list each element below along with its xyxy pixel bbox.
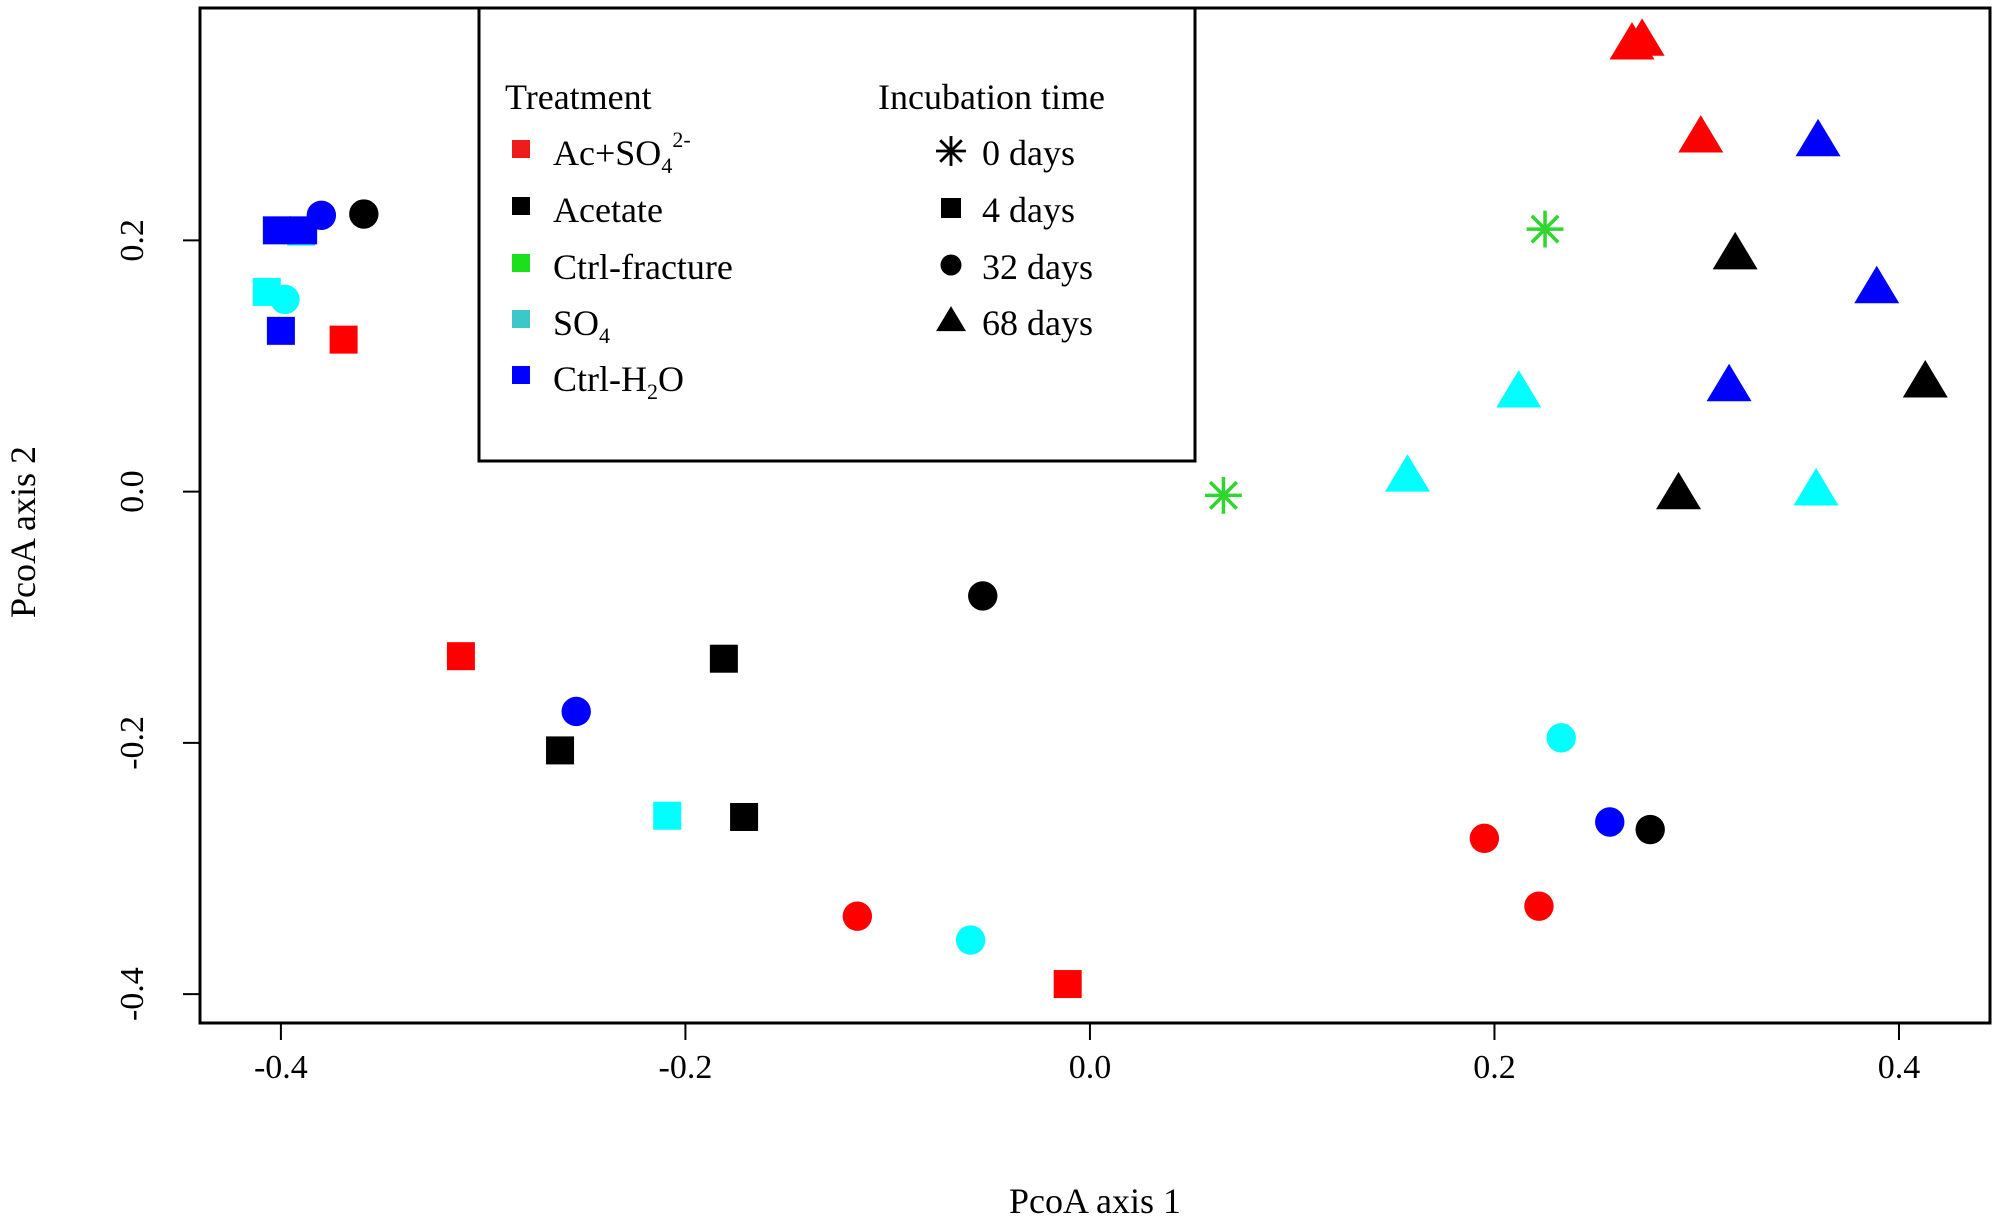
point-acetate-square [546, 736, 575, 765]
point-so4-square [653, 801, 682, 830]
legend-box [477, 6, 1197, 463]
legend-swatch-ctrlh2o [512, 366, 530, 384]
x-tick-label: -0.4 [254, 1049, 308, 1086]
y-tick-label: -0.4 [114, 967, 151, 1021]
legend-subscript: 4 [661, 153, 672, 178]
legend-times: 0 days 4 days 32 days 68 days [936, 133, 1093, 343]
legend-superscript: 2- [672, 127, 690, 152]
point-acetate-circle [349, 199, 379, 229]
point-acetate-triangle [1902, 360, 1948, 398]
point-so4-circle [270, 284, 300, 315]
x-tick-label: -0.2 [659, 1049, 713, 1086]
legend: Treatment Incubation time Ac+SO42-Acetat… [477, 6, 1197, 463]
star-stroke [1530, 214, 1560, 244]
point-acso4-square [329, 325, 358, 354]
point-so4-circle [955, 925, 986, 955]
point-acso4-triangle [1619, 18, 1665, 56]
legend-swatch-ctrlfrac [512, 254, 530, 272]
point-acetate-circle [968, 581, 998, 611]
point-acso4-square [1053, 970, 1082, 999]
y-tick-label: 0.0 [114, 470, 151, 513]
x-tick-label: 0.0 [1069, 1049, 1112, 1086]
data-points [252, 18, 1948, 999]
y-tick-label: 0.2 [114, 219, 151, 262]
point-so4-triangle [1793, 468, 1839, 506]
x-tick-label: 0.4 [1878, 1049, 1921, 1086]
point-ctrlh2o-triangle [1795, 118, 1841, 157]
legend-label-ctrlfrac: Ctrl-fracture [553, 247, 733, 287]
point-ctrlfrac-star [1526, 210, 1564, 248]
legend-time-title: Incubation time [878, 77, 1105, 117]
point-acso4-circle [1469, 823, 1500, 854]
legend-swatch-acso4 [512, 140, 530, 158]
legend-label-acetate: Acetate [553, 190, 663, 230]
point-ctrlh2o-square [262, 216, 291, 245]
star-stroke [939, 139, 963, 163]
legend-swatch-acetate [512, 197, 530, 215]
point-so4-triangle [1496, 370, 1542, 408]
point-acso4-circle [1524, 891, 1554, 921]
star-stroke [1208, 480, 1238, 510]
legend-time-label: 0 days [982, 133, 1075, 173]
point-acetate-circle [1635, 814, 1665, 845]
y-tick-label: -0.2 [114, 716, 151, 770]
point-ctrlh2o-circle [561, 696, 591, 727]
point-acetate-square [730, 802, 759, 831]
point-acetate-triangle [1656, 471, 1702, 510]
point-ctrlfrac-star [1205, 477, 1242, 514]
point-ctrlh2o-square [266, 316, 295, 345]
point-acetate-triangle [1712, 231, 1758, 270]
legend-label-ctrlh2o: Ctrl-H2O [553, 359, 684, 404]
point-acetate-square [709, 644, 738, 673]
point-acso4-triangle [1678, 115, 1724, 153]
legend-label-suffix: O [658, 359, 684, 399]
legend-swatch-so4 [512, 310, 530, 328]
point-ctrlh2o-circle [306, 200, 337, 230]
legend-marker-triangle [936, 306, 966, 332]
x-tick-label: 0.2 [1473, 1049, 1516, 1086]
y-axis: -0.4 -0.2 0.0 0.2 [114, 219, 201, 1021]
legend-subscript: 4 [599, 323, 610, 348]
legend-marker-square [941, 198, 961, 218]
legend-subscript: 2 [647, 379, 658, 404]
legend-treatment-title: Treatment [505, 77, 652, 117]
point-ctrlh2o-triangle [1706, 363, 1752, 402]
point-ctrlh2o-triangle [1854, 265, 1900, 304]
legend-marker-circle [940, 254, 962, 276]
legend-time-label: 4 days [982, 190, 1075, 230]
point-so4-circle [1546, 723, 1576, 753]
y-axis-label: PcoA axis 2 [3, 446, 43, 618]
legend-marker-star [936, 136, 966, 166]
legend-time-label: 32 days [982, 247, 1093, 287]
point-so4-triangle [1384, 454, 1430, 492]
x-axis: -0.4 -0.2 0.0 0.2 0.4 [254, 1022, 1921, 1086]
point-acso4-circle [842, 901, 873, 931]
point-ctrlh2o-circle [1595, 807, 1625, 837]
point-acso4-square [446, 642, 475, 671]
legend-time-label: 68 days [982, 303, 1093, 343]
x-axis-label: PcoA axis 1 [1009, 1181, 1181, 1221]
